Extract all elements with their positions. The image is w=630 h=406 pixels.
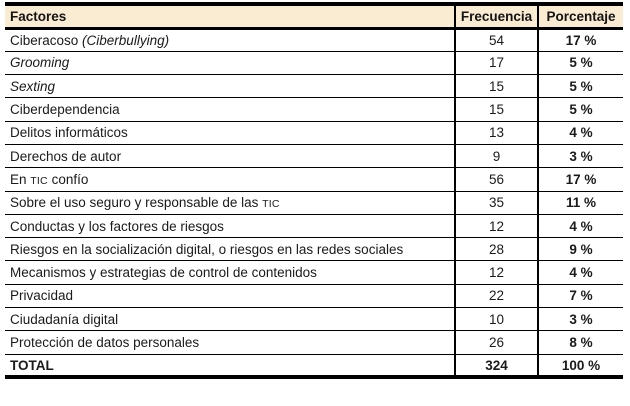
percent-cell: 3 % [537, 307, 623, 332]
factor-text-segment: Ciberdependencia [10, 102, 120, 118]
total-frequency: 324 [454, 354, 538, 380]
factor-text-segment: confío [47, 171, 89, 187]
frequency-cell: 35 [454, 191, 538, 215]
percent-cell: 17 % [537, 167, 623, 192]
factor-cell: Protección de datos personales [5, 330, 455, 355]
table-row: Conductas y los factores de riesgos 12 4 % [5, 214, 623, 239]
factors-table: Factores Frecuencia Porcentaje Ciberacos… [5, 2, 623, 380]
factor-cell: Ciberacoso (Ciberbullying) [5, 28, 455, 52]
factor-cell: Sobre el uso seguro y responsable de las… [5, 191, 455, 215]
frequency-cell: 28 [454, 237, 538, 262]
frequency-cell: 17 [454, 51, 538, 76]
table-row: Ciberacoso (Ciberbullying) 54 17 % [5, 28, 623, 52]
frequency-cell: 22 [454, 284, 538, 309]
factor-text-segment: Ciudadanía digital [10, 311, 119, 327]
table-row: Sobre el uso seguro y responsable de las… [5, 191, 623, 215]
frequency-cell: 15 [454, 97, 538, 122]
percent-cell: 17 % [537, 28, 623, 52]
percent-cell: 9 % [537, 237, 623, 262]
factor-cell: Grooming [5, 51, 455, 76]
table-row: Grooming 17 5 % [5, 51, 623, 76]
factor-text-segment: En [10, 171, 31, 187]
frequency-cell: 26 [454, 330, 538, 355]
factor-text-segment: Ciberacoso [10, 32, 83, 48]
table-row: Protección de datos personales 26 8 % [5, 330, 623, 355]
frequency-cell: 10 [454, 307, 538, 332]
percent-cell: 4 % [537, 214, 623, 239]
frequency-cell: 12 [454, 214, 538, 239]
factor-cell: Sexting [5, 74, 455, 99]
percent-cell: 5 % [537, 97, 623, 122]
frequency-cell: 13 [454, 121, 538, 145]
factor-cell: Conductas y los factores de riesgos [5, 214, 455, 239]
percent-cell: 4 % [537, 121, 623, 145]
factor-cell: Ciudadanía digital [5, 307, 455, 332]
factor-cell: Mecanismos y estrategias de control de c… [5, 260, 455, 285]
factor-text-segment: Conductas y los factores de riesgos [10, 218, 224, 234]
percent-cell: 3 % [537, 144, 623, 169]
factor-text-segment: (Ciberbullying) [82, 32, 170, 48]
table-total-row: TOTAL 324 100 % [5, 354, 623, 380]
frequency-cell: 12 [454, 260, 538, 285]
table-row: Privacidad 22 7 % [5, 284, 623, 309]
factor-text-segment: Privacidad [10, 288, 74, 304]
frequency-cell: 9 [454, 144, 538, 169]
frequency-cell: 56 [454, 167, 538, 192]
percent-cell: 5 % [537, 51, 623, 76]
factor-text-segment: tic [30, 174, 48, 187]
factor-text-segment: Sobre el uso seguro y responsable de las [10, 195, 263, 211]
factor-text-segment: Mecanismos y estrategias de control de c… [10, 265, 317, 281]
factor-cell: Ciberdependencia [5, 97, 455, 122]
table-row: Derechos de autor 9 3 % [5, 144, 623, 169]
header-row: Factores Frecuencia Porcentaje [5, 2, 623, 30]
factor-cell: Privacidad [5, 284, 455, 309]
percent-cell: 11 % [537, 191, 623, 215]
factor-cell: En tic confío [5, 167, 455, 192]
table-body: Ciberacoso (Ciberbullying) 54 17 % Grooming… [5, 28, 623, 380]
table-row: Ciudadanía digital 10 3 % [5, 307, 623, 332]
total-label: TOTAL [5, 354, 455, 380]
factor-text-segment: tic [262, 198, 280, 211]
frequency-cell: 54 [454, 28, 538, 52]
percent-cell: 7 % [537, 284, 623, 309]
total-percent: 100 % [537, 354, 623, 380]
factor-text-segment: Sexting [10, 78, 56, 94]
table-row: Riesgos en la socialización digital, o r… [5, 237, 623, 262]
factor-text-segment: Protección de datos personales [10, 335, 200, 350]
column-header-frecuencia: Frecuencia [454, 2, 538, 30]
percent-cell: 4 % [537, 260, 623, 285]
factor-cell: Derechos de autor [5, 144, 455, 169]
column-header-factores: Factores [5, 2, 455, 30]
table-header: Factores Frecuencia Porcentaje [5, 2, 623, 30]
factor-text-segment: Grooming [10, 55, 70, 71]
percent-cell: 5 % [537, 74, 623, 99]
table-row: Mecanismos y estrategias de control de c… [5, 260, 623, 285]
frequency-cell: 15 [454, 74, 538, 99]
factor-cell: Delitos informáticos [5, 121, 455, 145]
percent-cell: 8 % [537, 330, 623, 355]
column-header-porcentaje: Porcentaje [537, 2, 623, 30]
table-row: Ciberdependencia 15 5 % [5, 97, 623, 122]
factor-text-segment: Riesgos en la socialización digital, o r… [10, 241, 404, 257]
factor-text-segment: Derechos de autor [10, 148, 122, 164]
table-row: Sexting 15 5 % [5, 74, 623, 99]
table-row: En tic confío 56 17 % [5, 167, 623, 192]
table-row: Delitos informáticos 13 4 % [5, 121, 623, 145]
factor-cell: Riesgos en la socialización digital, o r… [5, 237, 455, 262]
factor-text-segment: Delitos informáticos [10, 125, 128, 141]
